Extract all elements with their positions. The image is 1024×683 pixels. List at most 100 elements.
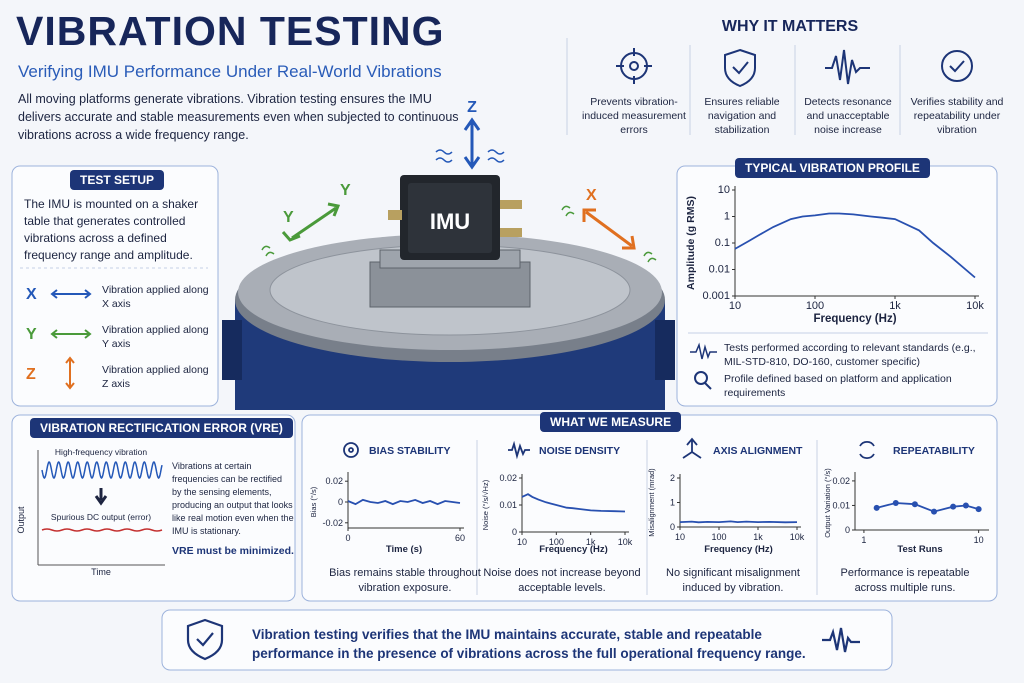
- decoration: [388, 210, 402, 220]
- data-point: [911, 501, 918, 508]
- y-tick-label: -0.02: [322, 518, 343, 528]
- decoration: [629, 61, 639, 71]
- decoration: [825, 49, 870, 85]
- y-tick-label: 0.02: [499, 473, 517, 483]
- x-tick-label: 10: [675, 532, 685, 542]
- data-line: [521, 493, 626, 513]
- vre-xlabel: Time: [91, 567, 111, 577]
- axis-letter: Z: [467, 99, 477, 116]
- axis-arrows: [261, 117, 657, 263]
- decoration: [859, 440, 875, 460]
- y-tick-label: 0.01: [709, 264, 730, 276]
- section-title: TEST SETUP: [70, 170, 165, 190]
- decoration: [196, 632, 214, 647]
- decoration: [620, 52, 648, 80]
- x-axis-label: Time (s): [386, 544, 422, 555]
- caption: Performance is repeatable across multipl…: [840, 567, 970, 594]
- x-axis-label: Frequency (Hz): [539, 544, 608, 555]
- axis-letter: Y: [283, 209, 294, 226]
- decoration: [50, 289, 92, 299]
- decoration: [655, 320, 675, 380]
- vre-emphasis: VRE must be minimized.: [172, 545, 294, 557]
- axis-letter: Y: [340, 182, 351, 199]
- intro-text: All moving platforms generate vibrations…: [18, 92, 459, 142]
- x-tick-label: 10k: [966, 300, 984, 312]
- axis-letter: Y: [26, 326, 37, 343]
- caption: No significant misalignment induced by v…: [666, 567, 800, 594]
- x-tick-label: 100: [549, 537, 564, 547]
- axis-text: Vibration applied along Z axis: [102, 364, 209, 390]
- data-line: [734, 212, 976, 279]
- decoration: [281, 202, 341, 242]
- x-axis-label: Frequency (Hz): [704, 544, 773, 555]
- decoration: [694, 371, 708, 385]
- profile-note: Profile defined based on platform and ap…: [724, 373, 952, 399]
- y-tick-label: 0.02: [832, 476, 850, 486]
- x-tick-label: 0: [345, 533, 350, 543]
- x-tick-label: 1k: [889, 300, 901, 312]
- x-tick-label: 10: [974, 535, 984, 545]
- footer-icons: [186, 618, 860, 661]
- footer-panel: [161, 609, 893, 671]
- axis-letter: Z: [26, 366, 36, 383]
- benefit: Verifies stability and repeatability und…: [910, 96, 1004, 136]
- y-tick-label: 0: [338, 497, 343, 507]
- x-tick-label: 100: [806, 300, 824, 312]
- decoration: [704, 382, 712, 390]
- benefit: Detects resonance and unacceptable noise…: [804, 96, 892, 136]
- decoration: [348, 447, 354, 453]
- section-title: WHY IT MATTERS: [721, 18, 859, 35]
- y-axis-label: Output Variation (°/s): [823, 468, 832, 538]
- vre-wave-label: High-frequency vibration: [55, 447, 147, 457]
- benefit: Prevents vibration-induced measurement e…: [582, 96, 686, 136]
- decoration: [941, 50, 973, 82]
- data-point: [950, 503, 957, 510]
- data-line: [347, 498, 461, 506]
- axis-text: Vibration applied along Y axis: [102, 324, 209, 350]
- y-axis-label: Amplitude (g RMS): [685, 196, 697, 290]
- x-tick-label: 1k: [753, 532, 763, 542]
- decoration: [463, 117, 481, 170]
- decoration: [41, 528, 163, 532]
- page-subtitle: Verifying IMU Performance Under Real-Wor…: [18, 62, 442, 81]
- decoration: [408, 183, 492, 253]
- y-tick-label: 0: [845, 525, 850, 535]
- y-tick-label: 0: [512, 527, 517, 537]
- data-point: [892, 500, 899, 506]
- decoration: [732, 61, 749, 75]
- decoration: [949, 60, 965, 73]
- decoration: [50, 329, 92, 339]
- decoration: [41, 461, 163, 480]
- shaker-table: IMU: [222, 175, 675, 410]
- decoration: [682, 437, 702, 459]
- x-tick-label: 1k: [586, 537, 596, 547]
- vre-description: Vibrations at certain frequencies can be…: [172, 461, 294, 536]
- decoration: [94, 488, 108, 506]
- decoration: [582, 208, 636, 250]
- y-tick-label: 0.01: [499, 500, 517, 510]
- chart-title: REPEATABILITY: [893, 445, 975, 457]
- x-tick-label: 10: [517, 537, 527, 547]
- setup-arrows: [50, 289, 92, 390]
- benefit: Ensures reliable navigation and stabiliz…: [704, 96, 780, 136]
- x-tick-label: 100: [711, 532, 726, 542]
- vre-sketch: [37, 450, 165, 566]
- vre-ylabel: Output: [16, 506, 26, 534]
- x-axis-label: Frequency (Hz): [813, 313, 896, 325]
- vre-dc-label: Spurious DC output (error): [51, 512, 151, 522]
- why-dividers: [566, 38, 901, 135]
- wave-icon: [690, 342, 717, 360]
- caption: Noise does not increase beyond acceptabl…: [483, 567, 641, 594]
- y-axis-label: Misalignment (mrad): [647, 468, 656, 537]
- data-point: [873, 504, 880, 511]
- x-tick-label: 1: [861, 535, 866, 545]
- decoration: [500, 228, 522, 237]
- footer-text: Vibration testing verifies that the IMU …: [252, 627, 806, 661]
- vre-panel: [11, 414, 296, 602]
- profile-panel: [676, 165, 998, 407]
- decoration: [261, 205, 657, 263]
- measure-dividers: [476, 440, 818, 595]
- chart-title: BIAS STABILITY: [369, 445, 450, 457]
